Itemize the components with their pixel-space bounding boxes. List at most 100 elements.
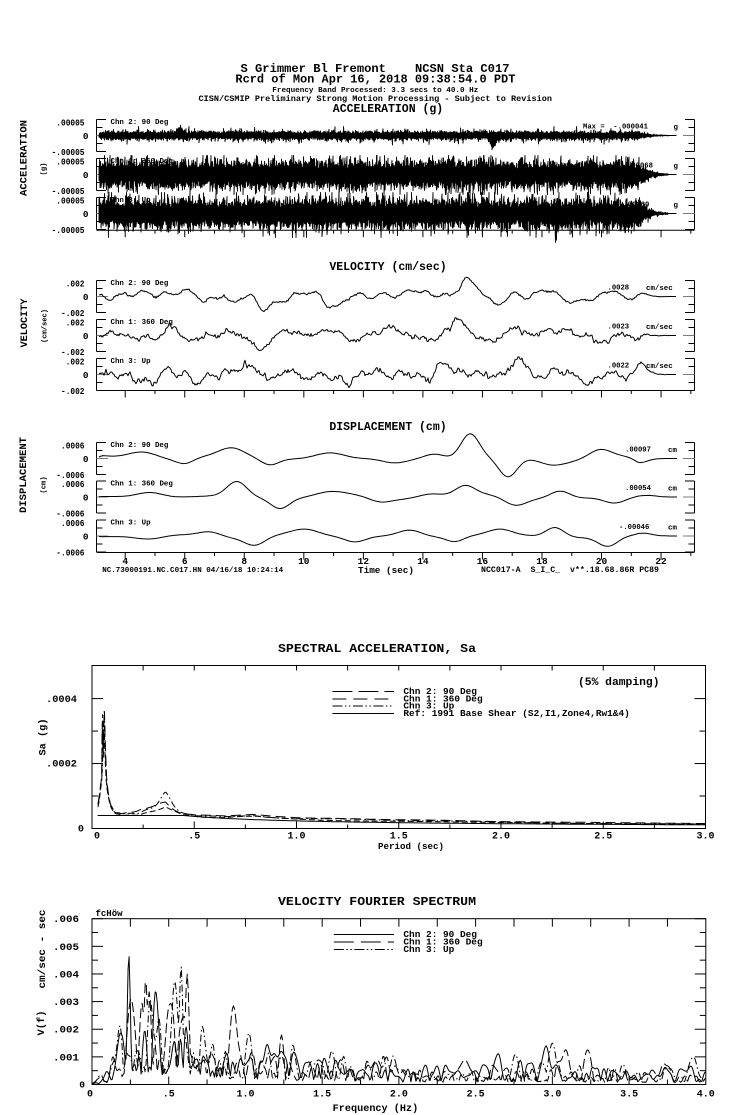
svg-text:Chn 3: Up: Chn 3: Up — [111, 358, 152, 366]
svg-text:0: 0 — [83, 292, 89, 303]
svg-text:Period (sec): Period (sec) — [378, 841, 444, 852]
svg-text:NC.73000191.NC.C017.HN 04/16/1: NC.73000191.NC.C017.HN 04/16/18 10:24:14 — [102, 567, 283, 575]
svg-text:.0004: .0004 — [46, 695, 77, 706]
svg-text:.002: .002 — [66, 357, 85, 368]
svg-text:1.0: 1.0 — [287, 832, 305, 843]
svg-text:cm/sec: cm/sec — [646, 324, 673, 332]
svg-text:(cm): (cm) — [41, 476, 49, 493]
svg-text:18: 18 — [536, 556, 548, 567]
svg-text:Chn 1: 360 Deg: Chn 1: 360 Deg — [403, 694, 483, 705]
svg-text:g: g — [674, 202, 679, 210]
svg-text:ACCELERATION: ACCELERATION — [20, 120, 31, 196]
svg-text:Time (sec): Time (sec) — [358, 565, 414, 576]
svg-text:1.5: 1.5 — [313, 1090, 331, 1101]
svg-text:2.5: 2.5 — [467, 1090, 485, 1101]
svg-text:0: 0 — [83, 170, 89, 181]
svg-text:-.002: -.002 — [61, 308, 85, 319]
svg-text:3.0: 3.0 — [696, 832, 714, 843]
svg-text:.005: .005 — [53, 942, 79, 954]
svg-text:Chn 2: 90 Deg: Chn 2: 90 Deg — [403, 686, 477, 697]
svg-text:(cm/sec): (cm/sec) — [41, 309, 49, 343]
svg-text:Chn 2: 90 Deg: Chn 2: 90 Deg — [111, 119, 169, 127]
svg-text:cm: cm — [668, 486, 677, 494]
svg-text:16: 16 — [477, 556, 489, 567]
svg-text:Chn 3: Up: Chn 3: Up — [403, 701, 454, 712]
svg-text:VELOCITY FOURIER SPECTRUM: VELOCITY FOURIER SPECTRUM — [278, 895, 476, 909]
svg-text:.002: .002 — [53, 1025, 79, 1037]
svg-text:Chn 1: 360 Deg: Chn 1: 360 Deg — [111, 319, 174, 327]
svg-text:-.002: -.002 — [61, 386, 85, 397]
svg-text:Ref: 1991 Base Shear (S2,I1,Zo: Ref: 1991 Base Shear (S2,I1,Zone4,Rw1&4) — [403, 708, 629, 719]
svg-text:.006: .006 — [53, 914, 79, 926]
svg-text:.002: .002 — [66, 318, 85, 329]
svg-text:Rcrd of Mon Apr 16, 2018 09:38: Rcrd of Mon Apr 16, 2018 09:38:54.0 PDT — [235, 73, 515, 87]
svg-text:Chn 2: 90 Deg: Chn 2: 90 Deg — [111, 280, 169, 288]
svg-text:g: g — [674, 163, 679, 171]
svg-text:DISPLACEMENT: DISPLACEMENT — [19, 437, 30, 513]
svg-text:-.00005: -.00005 — [52, 147, 85, 158]
svg-text:NCC017-A S_I_C_ v**.18.68.86: NCC017-A S_I_C_ v**.18.68.86R PC89 — [481, 566, 659, 575]
svg-text:0: 0 — [87, 1090, 93, 1101]
svg-text:Chn 1: 360 Deg: Chn 1: 360 Deg — [403, 937, 483, 948]
svg-text:.001: .001 — [53, 1052, 79, 1064]
svg-text:1.0: 1.0 — [236, 1090, 254, 1101]
svg-text:0: 0 — [78, 825, 84, 836]
svg-text:-.00005: -.00005 — [52, 186, 85, 197]
svg-text:3.5: 3.5 — [620, 1090, 638, 1101]
svg-text:CISN/CSMIP Preliminary Strong: CISN/CSMIP Preliminary Strong Motion Pro… — [199, 94, 553, 104]
svg-text:-.0006: -.0006 — [56, 509, 85, 520]
svg-text:0: 0 — [83, 209, 89, 220]
svg-text:.003: .003 — [53, 997, 79, 1009]
svg-text:fcHöw: fcHöw — [96, 909, 124, 919]
svg-text:.002: .002 — [66, 279, 85, 290]
svg-text:.0006: .0006 — [61, 479, 85, 490]
svg-text:2.5: 2.5 — [594, 832, 612, 843]
svg-text:0: 0 — [83, 493, 89, 504]
svg-text:.5: .5 — [188, 832, 200, 843]
svg-text:.00005: .00005 — [56, 118, 85, 129]
svg-text:.0022: .0022 — [608, 363, 630, 371]
svg-text:4: 4 — [122, 556, 128, 567]
svg-text:0: 0 — [94, 832, 100, 843]
svg-text:10: 10 — [298, 556, 310, 567]
svg-text:VELOCITY (cm/sec): VELOCITY (cm/sec) — [329, 261, 446, 274]
svg-text:.00054: .00054 — [625, 485, 652, 493]
svg-text:Chn 1: 360 Deg: Chn 1: 360 Deg — [111, 481, 174, 489]
svg-text:.00005: .00005 — [56, 157, 85, 168]
svg-text:(5% damping): (5% damping) — [578, 677, 660, 689]
svg-text:S Grimmer Bl Fremont NCSN S: S Grimmer Bl Fremont NCSN Sta C017 — [241, 62, 510, 76]
svg-text:Max = -.000041: Max = -.000041 — [583, 124, 649, 132]
svg-text:.0028: .0028 — [608, 285, 630, 293]
svg-text:.004: .004 — [53, 969, 79, 981]
svg-text:.0006: .0006 — [61, 518, 85, 529]
svg-text:V(f): V(f) — [36, 1011, 48, 1036]
svg-text:.00005: .00005 — [56, 196, 85, 207]
svg-text:cm/sec - sec: cm/sec - sec — [37, 910, 49, 989]
svg-text:VELOCITY: VELOCITY — [20, 298, 31, 348]
svg-text:0: 0 — [83, 370, 89, 381]
svg-text:-.00046: -.00046 — [619, 524, 649, 532]
svg-text:g: g — [674, 124, 679, 132]
svg-text:Chn 3: Up: Chn 3: Up — [111, 197, 152, 205]
svg-text:-.0006: -.0006 — [56, 548, 85, 559]
svg-text:Chn 2: 90 Deg: Chn 2: 90 Deg — [403, 929, 477, 940]
svg-text:Sa (g): Sa (g) — [38, 719, 50, 756]
svg-text:12: 12 — [358, 556, 370, 567]
svg-text:0: 0 — [83, 454, 89, 465]
svg-text:-.0006: -.0006 — [56, 470, 85, 481]
svg-text:14: 14 — [417, 556, 429, 567]
svg-text:Frequency Band Processed: 3.3: Frequency Band Processed: 3.3 secs to 40… — [272, 87, 478, 95]
svg-text:Frequency (Hz): Frequency (Hz) — [333, 1103, 419, 1115]
svg-text:0: 0 — [83, 532, 89, 543]
svg-text:.0006: .0006 — [61, 441, 85, 452]
svg-text:0: 0 — [83, 131, 89, 142]
svg-text:4.0: 4.0 — [697, 1090, 715, 1101]
svg-text:Chn 3: Up: Chn 3: Up — [111, 520, 152, 528]
svg-text:.0002: .0002 — [46, 760, 77, 771]
svg-text:.0023: .0023 — [608, 324, 630, 332]
svg-text:3.0: 3.0 — [543, 1090, 561, 1101]
svg-text:0: 0 — [83, 331, 89, 342]
svg-text:0: 0 — [79, 1080, 85, 1091]
svg-text:Chn 3: Up: Chn 3: Up — [403, 944, 454, 955]
svg-text:2.0: 2.0 — [390, 1090, 408, 1101]
